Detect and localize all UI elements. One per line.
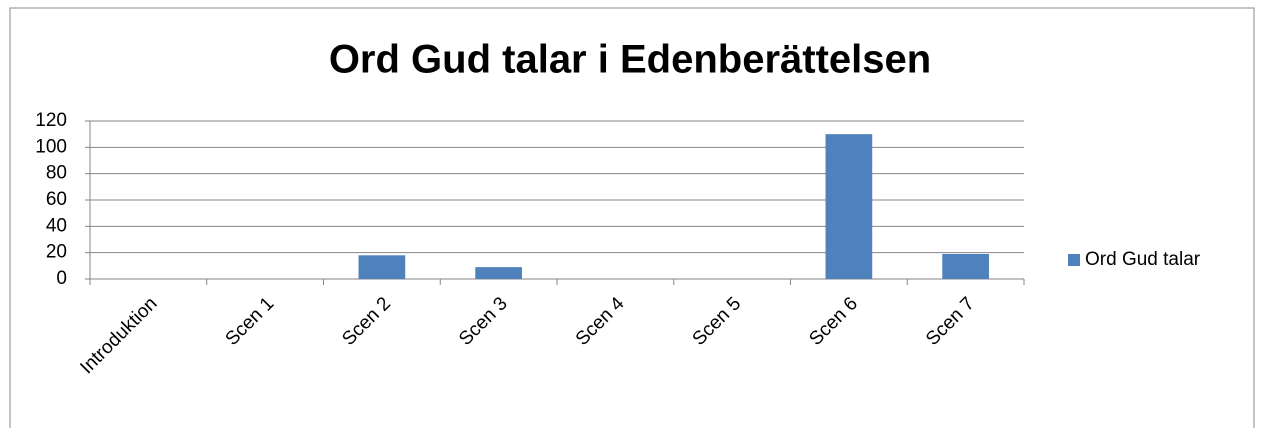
y-tick-label: 100 (35, 136, 67, 157)
legend-swatch (1068, 254, 1080, 266)
bar (825, 134, 873, 279)
y-tick-label: 60 (46, 189, 67, 210)
chart-title: Ord Gud talar i Edenberättelsen (329, 38, 931, 82)
y-tick-label: 20 (46, 242, 67, 263)
y-tick-label: 120 (35, 110, 67, 131)
x-tick-label: Scen 7 (922, 293, 979, 350)
bar (942, 253, 989, 279)
x-tick-label: Scen 2 (338, 293, 395, 350)
y-tick-label: 80 (46, 163, 67, 184)
x-tick-label: Scen 1 (222, 293, 279, 350)
chart-frame (9, 7, 1255, 428)
x-tick-label: Scen 5 (689, 293, 746, 350)
y-tick-label: 0 (56, 268, 67, 289)
x-tick-label: Scen 4 (572, 293, 629, 350)
x-tick-label: Scen 3 (455, 293, 512, 350)
bar (358, 255, 406, 279)
y-tick-label: 40 (46, 215, 67, 236)
legend-label: Ord Gud talar (1085, 249, 1201, 270)
x-tick-label: Introduktion (76, 293, 161, 378)
x-tick-label: Scen 6 (805, 293, 862, 350)
bar (475, 267, 522, 279)
